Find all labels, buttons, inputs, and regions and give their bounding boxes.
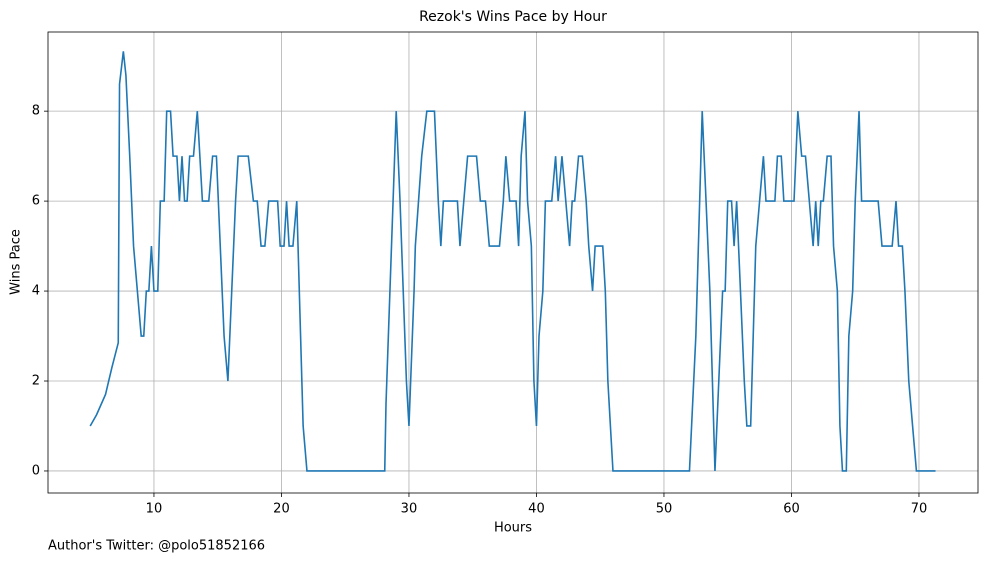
- y-tick-label: 8: [32, 104, 40, 119]
- x-tick-label: 50: [656, 502, 673, 517]
- x-tick-label: 10: [146, 502, 163, 517]
- x-axis-label: Hours: [494, 521, 532, 536]
- x-tick-label: 70: [911, 502, 928, 517]
- y-tick-label: 0: [32, 463, 40, 478]
- y-tick-label: 6: [32, 194, 40, 209]
- data-line: [89, 51, 936, 472]
- x-tick-label: 60: [783, 502, 800, 517]
- x-tick-label: 20: [273, 502, 290, 517]
- y-tick-label: 2: [32, 374, 40, 389]
- y-tick-label: 4: [32, 284, 40, 299]
- x-tick-label: 40: [528, 502, 545, 517]
- plot-frame: [47, 31, 979, 494]
- x-tick-label: 30: [401, 502, 418, 517]
- annotation: Author's Twitter: @polo51852166: [48, 539, 265, 554]
- chart-title: Rezok's Wins Pace by Hour: [419, 9, 607, 25]
- y-axis-label: Wins Pace: [9, 229, 24, 295]
